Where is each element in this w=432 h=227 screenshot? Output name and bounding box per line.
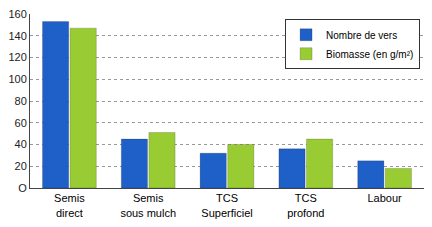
svg-text:Nombre de vers: Nombre de vers [326,30,397,41]
svg-text:Labour: Labour [367,192,402,204]
svg-text:Semissous mulch: Semissous mulch [120,192,176,218]
svg-text:140: 140 [8,30,26,42]
svg-text:160: 160 [8,8,26,20]
svg-text:TCSprofond: TCSprofond [287,192,324,218]
svg-text:20: 20 [15,160,27,172]
svg-text:80: 80 [15,95,27,107]
svg-text:40: 40 [15,138,27,150]
svg-text:120: 120 [8,51,26,63]
svg-text:Semisdirect: Semisdirect [54,192,85,218]
svg-text:Biomasse (en g/m²): Biomasse (en g/m²) [326,49,413,60]
svg-text:60: 60 [15,117,27,129]
svg-text:100: 100 [8,73,26,85]
svg-text:O: O [18,182,27,194]
svg-text:TCSSuperficiel: TCSSuperficiel [201,192,252,218]
